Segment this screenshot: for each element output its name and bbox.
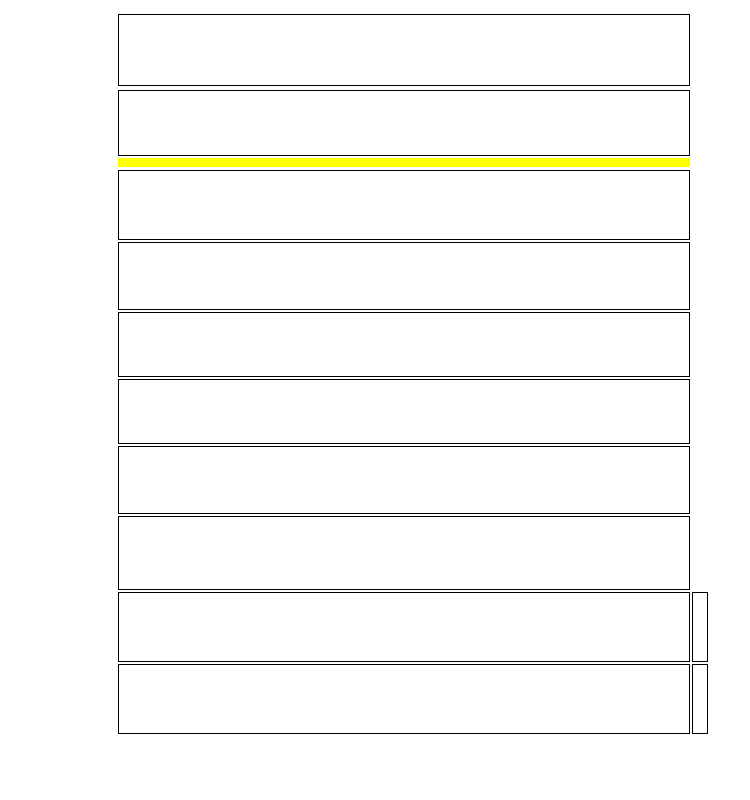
panel-fgs-gsm[interactable] [118,14,690,86]
panel-density[interactable] [118,170,690,240]
panel-magt3[interactable] [118,242,690,310]
status-bar-yellow [118,158,690,167]
panel-peer-yticks [70,664,114,734]
panel-fgs-gsm-t89-yticks [70,90,114,156]
panel-peir-yticks [70,592,114,662]
panel-pressure[interactable] [118,516,690,590]
panel-peim-velocity-yticks [70,312,114,377]
peer-colorbar [692,664,708,734]
panel-efield-yticks [70,446,114,514]
panel-efield[interactable] [118,446,690,514]
peir-colorbar [692,592,708,662]
panel-peir-en-eflux[interactable] [118,592,690,662]
panel-magt3-yticks [70,242,114,310]
panel-fgs-gsm-t89[interactable] [118,90,690,156]
panel-peem-velocity-yticks [70,379,114,444]
panel-peim-velocity[interactable] [118,312,690,377]
panel-peer-en-eflux[interactable] [118,664,690,734]
panel-fgs-gsm-yticks [70,14,114,86]
panel-pressure-yticks [70,516,114,590]
panel-peem-velocity[interactable] [118,379,690,444]
panel-density-yticks [70,170,114,240]
